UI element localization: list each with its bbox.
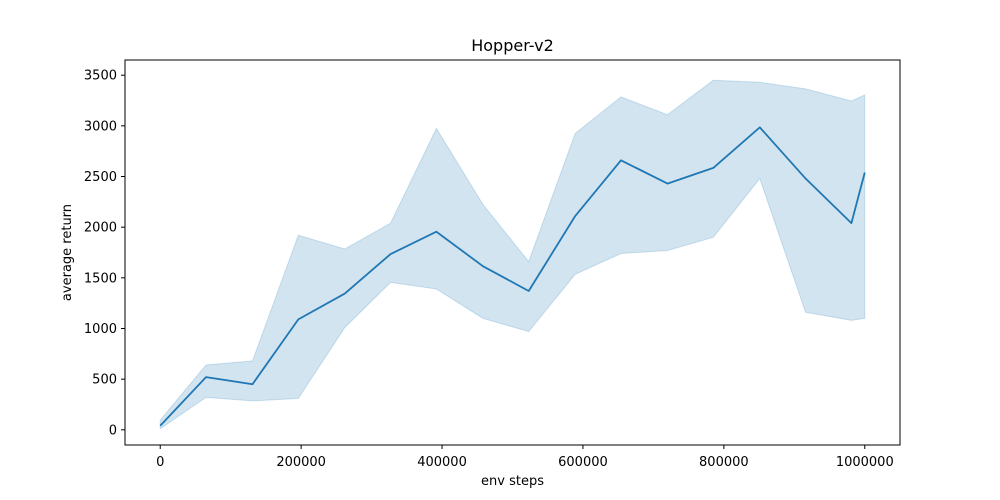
x-axis-title: env steps [481, 474, 544, 489]
y-tick-label-5: 2500 [84, 170, 117, 185]
y-axis-title: average return [60, 204, 75, 301]
x-tick-label-4: 800000 [699, 455, 749, 470]
chart-title: Hopper-v2 [471, 36, 554, 55]
y-tick-label-4: 2000 [84, 221, 117, 236]
confidence-band-layer [159, 79, 866, 430]
series-0-confidence-band [159, 79, 866, 430]
series-line-layer [159, 126, 866, 427]
x-tick-label-1: 200000 [276, 455, 326, 470]
y-tick-label-0: 0 [109, 423, 117, 438]
y-tick-label-1: 500 [92, 373, 117, 388]
plot-frame [124, 59, 901, 446]
y-axis-ticks: 0 500 1000 1500 2000 2500 3000 3500 [84, 69, 125, 438]
x-tick-label-0: 0 [156, 455, 164, 470]
x-tick-label-5: 1000000 [836, 455, 894, 470]
series-0-line [159, 126, 866, 427]
y-tick-label-2: 1000 [84, 322, 117, 337]
y-tick-label-6: 3000 [84, 119, 117, 134]
x-tick-label-3: 600000 [558, 455, 608, 470]
y-tick-label-7: 3500 [84, 69, 117, 84]
x-axis-ticks: 0 200000 400000 600000 800000 1000000 [156, 445, 894, 470]
x-tick-label-2: 400000 [417, 455, 467, 470]
y-tick-label-3: 1500 [84, 271, 117, 286]
